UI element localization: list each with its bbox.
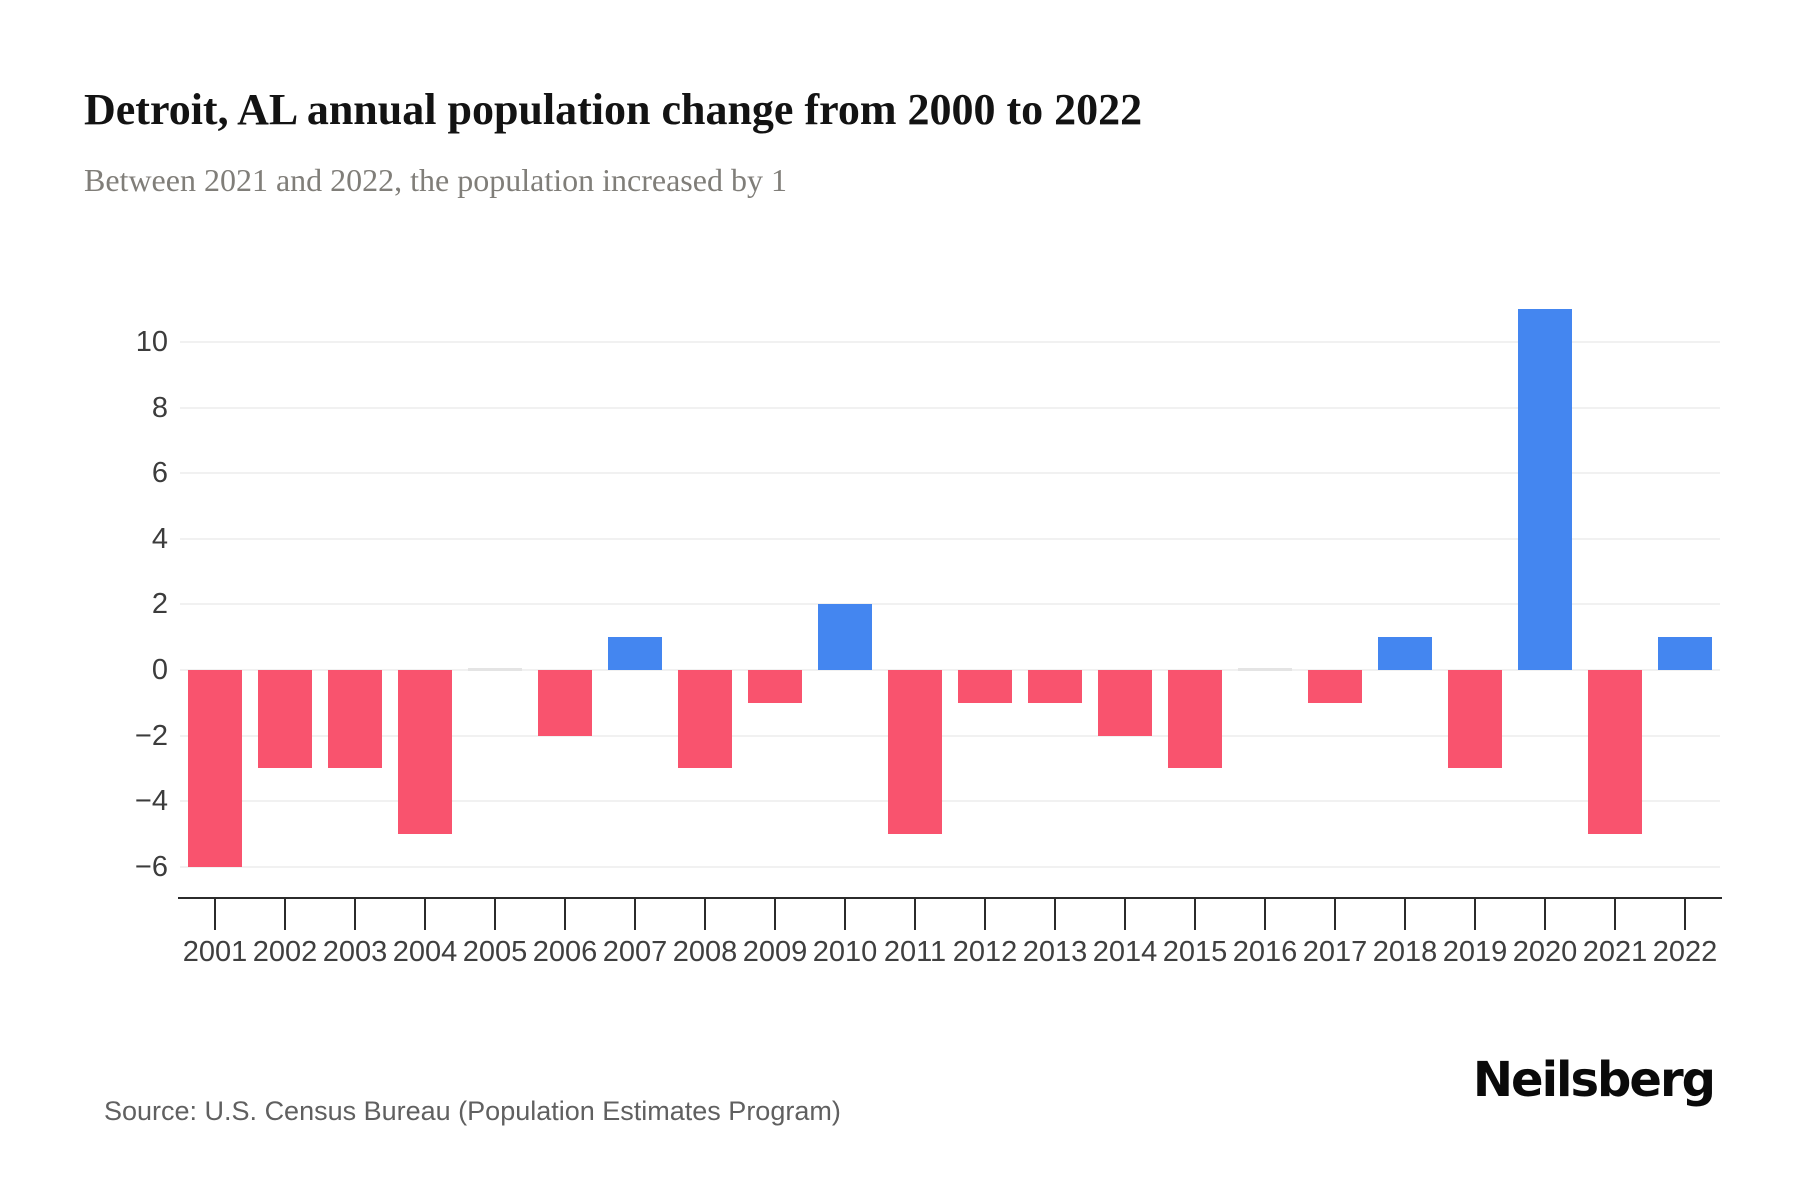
bar-2008[interactable] <box>678 670 732 769</box>
x-axis-label-2009: 2009 <box>742 936 808 968</box>
x-axis-label-2018: 2018 <box>1372 936 1438 968</box>
chart-subtitle: Between 2021 and 2022, the population in… <box>84 162 787 198</box>
bar-2018[interactable] <box>1378 637 1432 670</box>
x-axis-tick-2011 <box>914 898 916 930</box>
x-axis-tick-2015 <box>1194 898 1196 930</box>
x-axis-label-2003: 2003 <box>322 936 388 968</box>
bar-2015[interactable] <box>1168 670 1222 769</box>
bar-chart-plot-area: 10 8 6 4 2 0 −2 −4 −6 2001 2002 2003 2004 2005 2006 200… <box>134 309 1722 968</box>
x-axis-tick-2018 <box>1404 898 1406 930</box>
gridline-4 <box>180 537 1720 540</box>
x-axis-label-2004: 2004 <box>392 936 458 968</box>
x-axis-tick-2019 <box>1474 898 1476 930</box>
bar-2010[interactable] <box>818 604 872 670</box>
y-axis-label--4: −4 <box>134 785 168 818</box>
y-axis-label-10: 10 <box>135 326 168 358</box>
x-axis-tick-2008 <box>704 898 706 930</box>
x-axis-label-2019: 2019 <box>1442 936 1508 968</box>
x-axis-tick-2020 <box>1544 898 1546 930</box>
bar-2005[interactable] <box>468 668 522 671</box>
bar-2002[interactable] <box>258 670 312 769</box>
x-axis-tick-2017 <box>1334 898 1336 930</box>
bar-2021[interactable] <box>1588 670 1642 834</box>
x-axis-tick-2006 <box>564 898 566 930</box>
x-axis-label-2010: 2010 <box>812 936 878 968</box>
x-axis-tick-2002 <box>284 898 286 930</box>
gridline--2 <box>180 734 1720 737</box>
chart-title: Detroit, AL annual population change fro… <box>84 85 1143 135</box>
bar-2017[interactable] <box>1308 670 1362 703</box>
gridline-6 <box>180 472 1720 475</box>
source-caption: Source: U.S. Census Bureau (Population E… <box>104 1096 841 1126</box>
bar-2009[interactable] <box>748 670 802 703</box>
x-axis-label-2012: 2012 <box>952 936 1018 968</box>
x-axis-tick-2012 <box>984 898 986 930</box>
x-axis-label-2006: 2006 <box>532 936 598 968</box>
x-axis-tick-2001 <box>214 898 216 930</box>
x-axis-tick-2010 <box>844 898 846 930</box>
bar-2016[interactable] <box>1238 668 1292 671</box>
x-axis-tick-2004 <box>424 898 426 930</box>
x-axis-label-2017: 2017 <box>1302 936 1368 968</box>
x-axis-label-2013: 2013 <box>1022 936 1088 968</box>
x-axis-tick-2014 <box>1124 898 1126 930</box>
gridline-10 <box>180 341 1720 343</box>
bar-2001[interactable] <box>188 670 242 867</box>
x-axis-tick-2021 <box>1614 898 1616 930</box>
x-axis-label-2014: 2014 <box>1092 936 1158 968</box>
x-axis-label-2021: 2021 <box>1582 936 1648 968</box>
y-axis-label-4: 4 <box>151 522 168 555</box>
x-axis-label-2008: 2008 <box>672 936 738 968</box>
bar-2012[interactable] <box>958 670 1012 703</box>
bar-2003[interactable] <box>328 670 382 769</box>
bar-2004[interactable] <box>398 670 452 834</box>
y-axis-label--2: −2 <box>134 719 168 752</box>
neilsberg-logo: Neilsberg <box>1472 1052 1716 1108</box>
bar-2020[interactable] <box>1518 309 1572 670</box>
x-axis-line <box>178 897 1722 899</box>
y-axis-label-0: 0 <box>151 654 168 686</box>
x-axis-tick-2009 <box>774 898 776 930</box>
bar-2007[interactable] <box>608 637 662 670</box>
bar-2019[interactable] <box>1448 670 1502 769</box>
gridline--4 <box>180 800 1720 803</box>
x-axis-label-2020: 2020 <box>1512 936 1578 968</box>
x-axis-tick-2022 <box>1684 898 1686 930</box>
bar-2022[interactable] <box>1658 637 1712 670</box>
x-axis-label-2002: 2002 <box>252 936 318 968</box>
x-axis-tick-2013 <box>1054 898 1056 930</box>
x-axis-label-2007: 2007 <box>602 936 668 968</box>
x-axis-tick-2003 <box>354 898 356 930</box>
x-axis-label-2016: 2016 <box>1232 936 1298 968</box>
gridline-8 <box>180 406 1720 409</box>
y-axis-label-6: 6 <box>151 457 168 490</box>
y-axis-label--6: −6 <box>134 850 168 883</box>
x-axis-label-2005: 2005 <box>462 936 528 968</box>
x-axis-label-2015: 2015 <box>1162 936 1228 968</box>
gridline--6 <box>180 865 1720 868</box>
y-axis-label-8: 8 <box>151 391 168 424</box>
x-axis-label-2011: 2011 <box>883 936 947 968</box>
y-axis-label-2: 2 <box>151 588 168 621</box>
bar-2014[interactable] <box>1098 670 1152 736</box>
x-axis-tick-2005 <box>494 898 496 930</box>
x-axis-label-2001: 2001 <box>182 936 248 968</box>
gridline-2 <box>180 603 1720 606</box>
x-axis-tick-2007 <box>634 898 636 930</box>
bar-2013[interactable] <box>1028 670 1082 703</box>
bar-2006[interactable] <box>538 670 592 736</box>
x-axis-tick-2016 <box>1264 898 1266 930</box>
bar-2011[interactable] <box>888 670 942 834</box>
gridline-0 <box>180 669 1720 671</box>
x-axis-label-2022: 2022 <box>1652 936 1718 968</box>
